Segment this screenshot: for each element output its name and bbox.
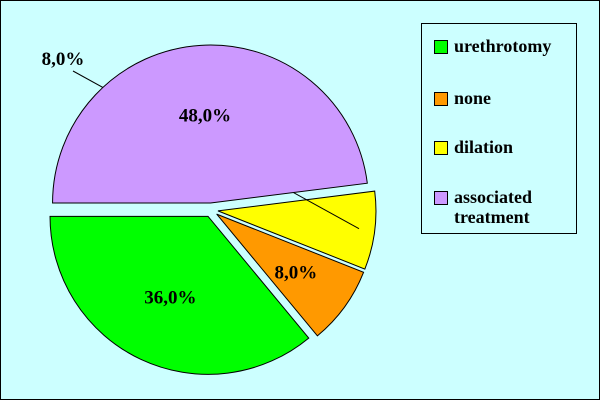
legend-label-urethrotomy: urethrotomy [454, 36, 552, 56]
pie-slice-urethrotomy [49, 215, 310, 375]
legend-label-none: none [454, 88, 492, 108]
legend-entry-associated-treatment: associated treatment [434, 187, 532, 227]
data-label-associated-treatment: 48,0% [179, 106, 231, 127]
pie-chart: 36,0% 8,0% 8,0% 48,0% [42, 44, 377, 375]
legend-entry-urethrotomy: urethrotomy [434, 36, 551, 56]
legend-swatch-urethrotomy [434, 40, 448, 54]
pie-slice-none [216, 213, 365, 337]
legend-label-dilation: dilation [454, 137, 514, 157]
legend-swatch-associated-treatment [434, 191, 448, 205]
data-label-none: 8,0% [275, 263, 318, 284]
legend-swatch-dilation [434, 141, 448, 155]
pie-slice-associated-treatment [52, 44, 368, 204]
legend-entry-none: none [434, 88, 491, 108]
legend-entry-dilation: dilation [434, 137, 513, 157]
legend-swatch-none [434, 92, 448, 106]
pie-slice-dilation [217, 190, 377, 270]
legend-label-associated-treatment: associated treatment [454, 187, 532, 227]
data-label-urethrotomy: 36,0% [144, 287, 196, 308]
data-label-dilation: 8,0% [42, 49, 85, 70]
legend: urethrotomy none dilation associated tre… [421, 23, 577, 234]
